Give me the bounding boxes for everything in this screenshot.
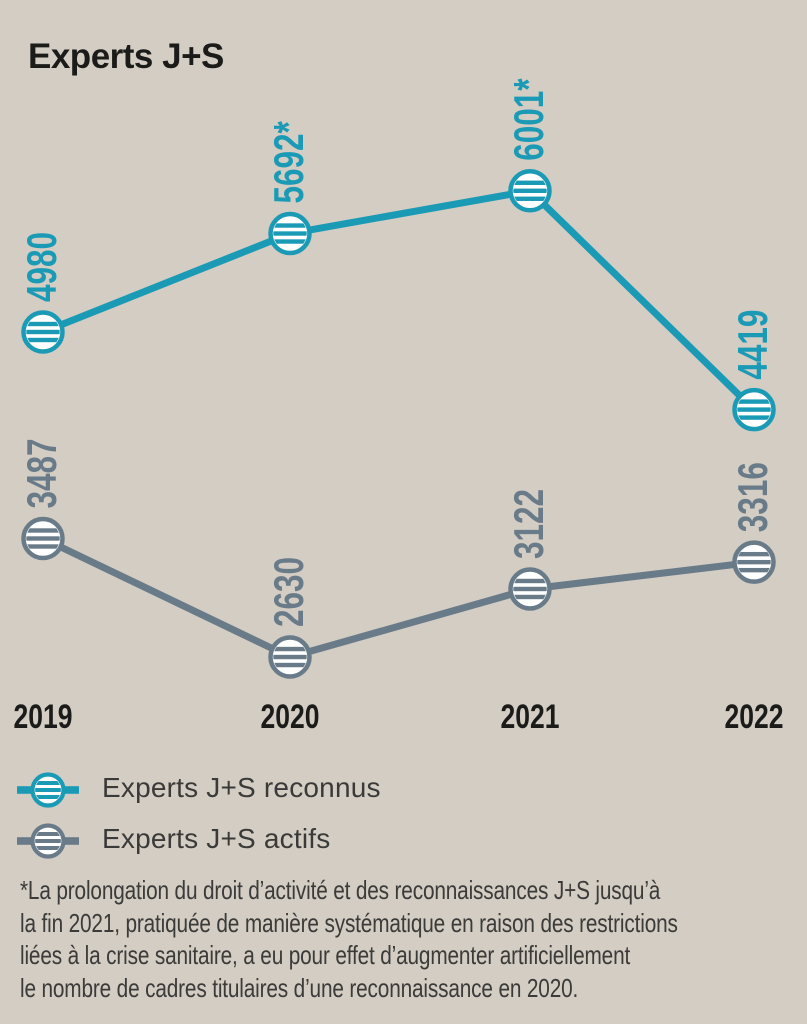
marker-stripe <box>35 839 61 843</box>
marker-stripe <box>737 415 771 420</box>
marker-stripe <box>35 788 61 792</box>
marker-stripe <box>273 654 307 660</box>
marker-stripe <box>26 337 60 343</box>
reconnus-series-marker-icon <box>17 772 79 808</box>
footnote: *La prolongation du droit d’activité et … <box>20 875 678 1003</box>
marker-stripe <box>273 223 307 228</box>
line-chart: 4980 5692* 6001* 4419 3487 2630 3122 3316 2019 20… <box>14 78 784 736</box>
series-line-reconnus <box>41 187 757 413</box>
legend-item-actifs: Experts J+S actifs <box>13 817 381 861</box>
marker-stripe <box>35 795 61 799</box>
marker-stripe <box>513 586 547 592</box>
marker-stripe <box>513 578 547 584</box>
page-title: Experts J+S <box>28 37 224 77</box>
marker-stripe <box>35 832 61 836</box>
marker-stripe <box>26 329 60 335</box>
marker-stripe <box>737 407 771 412</box>
legend-label: Experts J+S actifs <box>102 823 331 854</box>
x-axis-label: 2022 <box>725 698 784 736</box>
marker-stripe <box>513 196 547 201</box>
marker-stripe <box>273 662 307 668</box>
value-label: 4980 <box>18 232 66 302</box>
marker-stripe <box>513 180 547 185</box>
legend-label: Experts J+S reconnus <box>102 772 381 803</box>
series-line-actifs <box>41 535 755 661</box>
x-axis-label: 2020 <box>261 698 320 736</box>
value-label: 3122 <box>505 489 553 559</box>
value-label: 2630 <box>265 557 313 627</box>
marker-stripe <box>26 544 60 549</box>
marker-stripe <box>35 846 61 850</box>
marker-stripe <box>26 528 60 533</box>
series-points-actifs: 3487 2630 3122 3316 <box>18 438 777 679</box>
marker-stripe <box>273 646 307 652</box>
marker-stripe <box>513 594 547 600</box>
value-label: 5692* <box>265 121 313 204</box>
marker-stripe <box>26 536 60 541</box>
marker-stripe <box>35 781 61 785</box>
marker-stripe <box>737 551 771 557</box>
marker-stripe <box>737 567 771 573</box>
marker-stripe <box>737 559 771 565</box>
actifs-series-marker-icon <box>17 823 79 859</box>
value-label: 3487 <box>18 438 66 508</box>
value-label: 4419 <box>729 310 777 380</box>
marker-stripe <box>26 321 60 327</box>
marker-stripe <box>737 399 771 404</box>
chart-legend: Experts J+S reconnus Experts J+S actifs <box>13 766 381 861</box>
series-points-reconnus: 4980 5692* 6001* 4419 <box>18 78 777 432</box>
marker-stripe <box>513 188 547 193</box>
legend-item-reconnus: Experts J+S reconnus <box>13 766 381 810</box>
x-axis-label: 2019 <box>14 698 73 736</box>
x-axis-label: 2021 <box>501 698 560 736</box>
marker-stripe <box>273 231 307 236</box>
value-label: 6001* <box>505 78 553 161</box>
marker-stripe <box>273 239 307 244</box>
value-label: 3316 <box>729 462 777 532</box>
